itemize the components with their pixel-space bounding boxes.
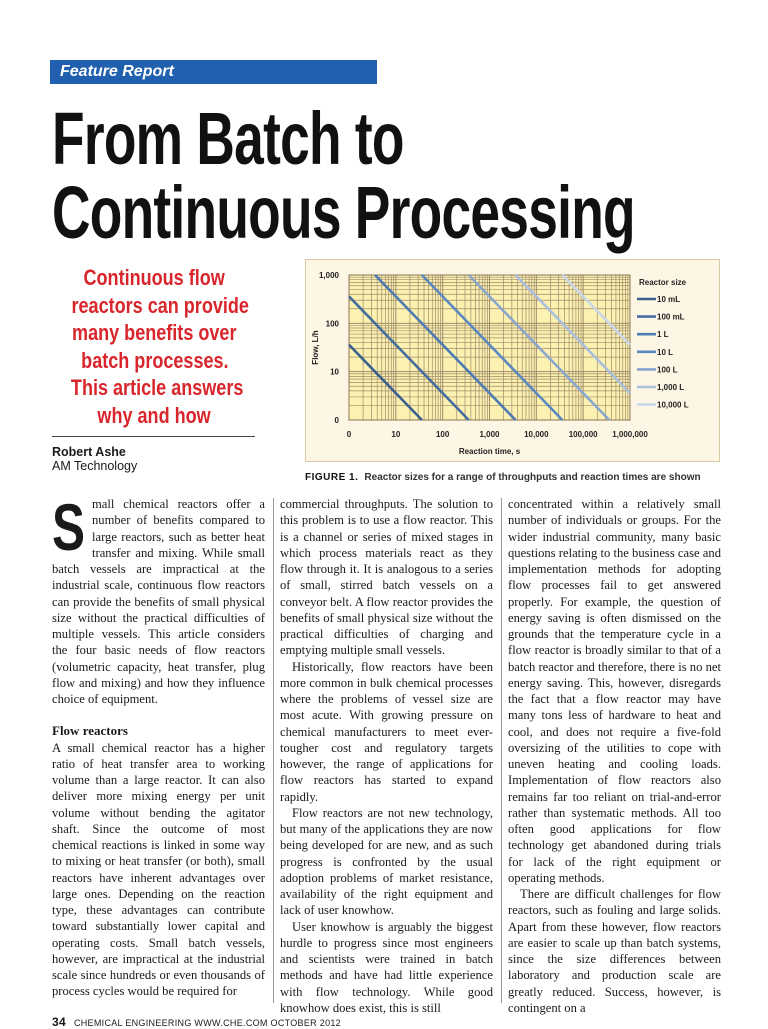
plot-border (348, 274, 631, 421)
deck-line: This article answers (70, 375, 244, 400)
deck-line: why and how (97, 402, 212, 428)
series-line (561, 274, 631, 346)
paragraph: Historically, flow reactors have been mo… (280, 659, 493, 804)
deck-divider (52, 436, 255, 437)
x-tick-label: 100,000 (569, 430, 598, 439)
column-3: concentrated within a relatively small n… (508, 496, 721, 1016)
y-tick-label: 100 (326, 319, 340, 328)
figure-1-chart: 0 10 100 1,000 10,000 100,000 1,000,000 0 10 100 1… (305, 259, 720, 462)
paragraph: User knowhow is arguably the big­gest hu… (280, 919, 493, 1015)
drop-cap: S (52, 490, 86, 564)
paragraph: Flow reactors are not new technol­ogy, b… (280, 805, 493, 918)
author-affiliation: AM Technology (52, 459, 138, 473)
column-divider (501, 498, 502, 1003)
column-divider (273, 498, 274, 1003)
y-tick-label: 10 (330, 368, 339, 377)
y-tick-label: 0 (335, 416, 340, 425)
x-tick-label: 1,000,000 (612, 430, 648, 439)
series-line (467, 274, 611, 421)
figure-caption-text: Reactor sizes for a range of throughputs… (364, 472, 701, 483)
section-heading: Flow reactors (52, 723, 128, 739)
paragraph: commercial throughputs. The solu­tion to… (280, 497, 493, 658)
deck-line: reactors can provide (71, 292, 249, 318)
y-tick-label: 1,000 (319, 271, 340, 280)
series-line (514, 274, 631, 395)
section-banner: Feature Report (50, 60, 377, 84)
legend-label: 1 L (657, 330, 669, 339)
x-tick-label: 0 (347, 430, 352, 439)
legend-label: 1,000 L (657, 383, 684, 392)
legend-label: 100 L (657, 365, 678, 374)
publication-info: CHEMICAL ENGINEERING WWW.CHE.COM OCTOBER… (73, 1018, 341, 1028)
series-line (374, 274, 517, 421)
series-line (420, 274, 564, 421)
article-title-line-2: Continuous Processing (52, 171, 636, 254)
legend-label: 10 mL (657, 295, 680, 304)
figure-caption: FIGURE 1. Reactor sizes for a range of th… (305, 472, 701, 483)
page-footer: 34 CHEMICAL ENGINEERING WWW.CHE.COM OCTOB… (52, 1015, 341, 1029)
article-title-line-1: From Batch to (52, 97, 404, 180)
paragraph: There are difficult challenges for flow … (508, 887, 721, 1015)
deck-line: many benefits over (72, 320, 237, 345)
series-line (348, 295, 470, 421)
x-axis-label: Reaction time, s (459, 447, 521, 456)
figure-label: FIGURE 1. (305, 472, 359, 483)
deck-line: batch processes. (80, 347, 229, 373)
legend-label: 10 L (657, 348, 673, 357)
page-number: 34 (52, 1015, 66, 1029)
column-2: commercial throughputs. The solu­tion to… (280, 496, 493, 1016)
legend-label: 100 mL (657, 313, 685, 322)
deck-line: Continuous flow (83, 265, 226, 290)
author-name: Robert Ashe (52, 445, 126, 459)
series-line (348, 343, 423, 421)
x-tick-label: 100 (436, 430, 450, 439)
paragraph: A small chemical reactor has a higher ra… (52, 740, 265, 999)
x-tick-label: 10 (391, 430, 400, 439)
legend-label: 10,000 L (657, 401, 689, 410)
intro-paragraph: mall chemical reactors offer a number of… (52, 497, 265, 706)
legend-title: Reactor size (639, 278, 687, 287)
chart-svg: 0 10 100 1,000 10,000 100,000 1,000,000 0 10 100 1… (311, 271, 689, 456)
article-deck: Continuous flow reactors can provide man… (52, 264, 257, 429)
x-tick-label: 10,000 (524, 430, 549, 439)
y-axis-label: Flow, L/h (311, 330, 320, 364)
paragraph: concentrated within a relatively small n… (508, 497, 721, 885)
section-label: Feature Report (60, 63, 174, 80)
x-tick-label: 1,000 (479, 430, 500, 439)
